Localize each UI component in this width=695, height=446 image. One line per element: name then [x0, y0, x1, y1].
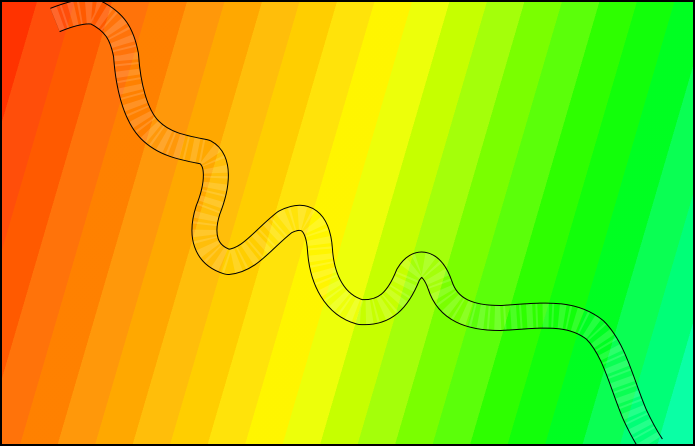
river-texture	[50, 0, 663, 446]
river-channel	[50, 0, 663, 446]
